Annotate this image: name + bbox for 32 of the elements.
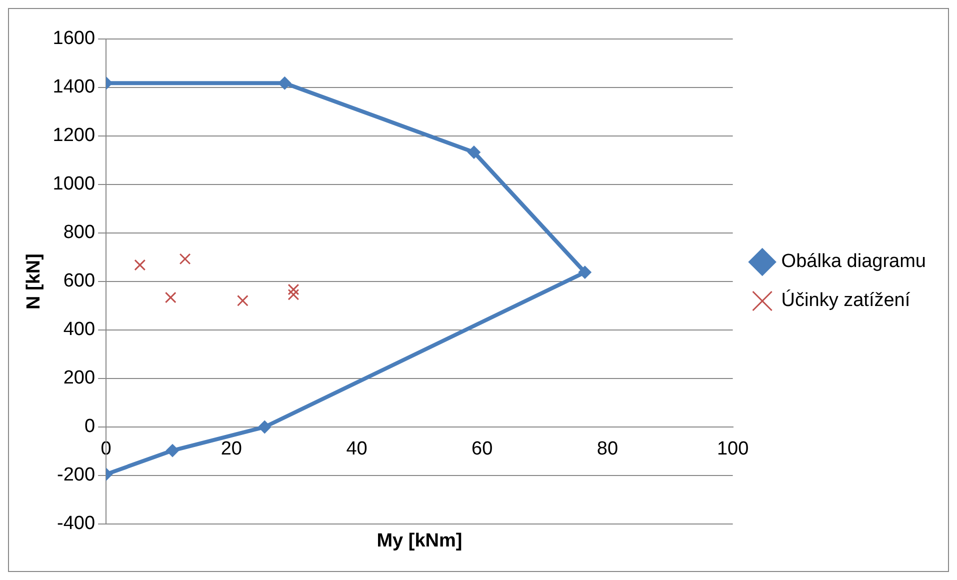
- y-tick-label: 0: [84, 416, 96, 438]
- legend-label: Obálka diagramu: [781, 251, 926, 272]
- y-tick-label: 1400: [52, 76, 96, 98]
- point: [288, 288, 300, 300]
- y-tick-label: 1600: [52, 28, 96, 50]
- point: [237, 294, 248, 306]
- point: [467, 146, 480, 159]
- point: [288, 284, 300, 296]
- x-tick-label: 0: [100, 438, 112, 460]
- legend-label: Účinky zatížení: [781, 289, 911, 312]
- x-tick-label: 80: [596, 438, 618, 460]
- x-tick-label: 20: [220, 438, 242, 460]
- point: [134, 259, 146, 271]
- y-tick-label: 800: [63, 222, 96, 244]
- y-tick-label: 600: [63, 270, 96, 292]
- y-tick-label: 200: [63, 368, 96, 389]
- point: [258, 420, 272, 434]
- y-tick-label: 400: [63, 319, 96, 340]
- point: [578, 266, 592, 279]
- point: [278, 76, 292, 90]
- point: [179, 253, 191, 265]
- point: [164, 292, 176, 304]
- y-tick-label: -400: [57, 513, 96, 534]
- y-tick-label: 1200: [52, 125, 96, 146]
- x-axis-title: My [kNm]: [376, 530, 462, 552]
- x-tick-label: 60: [472, 438, 493, 460]
- x-tick-label: 40: [346, 438, 368, 460]
- y-axis-title: N [kN]: [24, 254, 45, 310]
- y-tick-label: 1000: [52, 174, 96, 195]
- x-tick-label: 100: [716, 438, 749, 460]
- y-tick-label: -200: [57, 464, 96, 486]
- point: [166, 444, 180, 458]
